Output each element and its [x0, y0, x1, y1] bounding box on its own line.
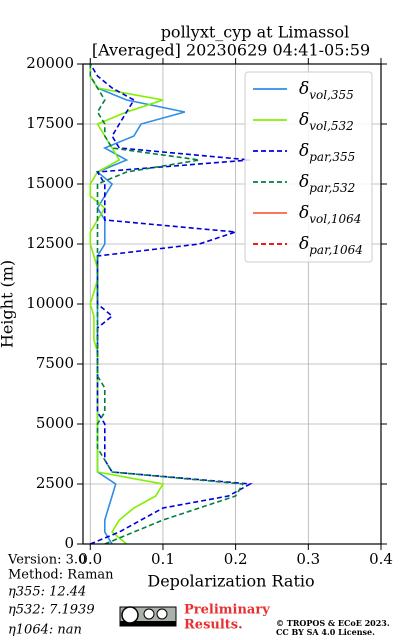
y-tick-label: 20000 — [26, 54, 74, 72]
y-tick-label: 10000 — [26, 294, 74, 312]
legend-label: δvol,532 — [299, 110, 354, 133]
y-tick-label: 12500 — [26, 234, 74, 252]
y-tick-label: 0 — [64, 534, 74, 552]
notice-line1: Preliminary — [184, 603, 270, 618]
legend-label: δpar,355 — [299, 141, 355, 164]
y-tick-label: 5000 — [36, 414, 74, 432]
legend-label: δpar,1064 — [299, 234, 363, 257]
y-tick-label: 7500 — [36, 354, 74, 372]
info-version: Version: 3.0 — [7, 553, 86, 568]
y-tick-label: 17500 — [26, 114, 74, 132]
x-tick-label: 0.4 — [369, 550, 393, 568]
x-axis-label: Depolarization Ratio — [147, 572, 314, 591]
y-tick-label: 2500 — [36, 474, 74, 492]
info-eta532: η532: 7.1939 — [8, 603, 95, 618]
copyright-line1: © TROPOS & ECoE 2023. — [276, 618, 390, 628]
x-tick-label: 0.2 — [224, 550, 248, 568]
plot-frame — [82, 63, 382, 545]
x-tick-label: 0.0 — [78, 550, 102, 568]
copyright-line2: CC BY SA 4.0 License. — [276, 627, 375, 637]
info-method: Method: Raman — [8, 568, 114, 583]
profile-line — [89, 64, 245, 544]
y-axis-label: Height (m) — [0, 260, 17, 348]
x-tick-label: 0.1 — [151, 550, 175, 568]
cc-logo — [119, 606, 177, 627]
legend-label: δpar,532 — [299, 172, 355, 195]
legend-label: δvol,1064 — [299, 203, 361, 226]
info: Version: 3.0 Method: Raman η355: 12.44 η… — [7, 553, 114, 638]
legend-label: δvol,355 — [299, 79, 354, 102]
info-eta1064: η1064: nan — [8, 623, 82, 638]
chart-title: pollyxt_cyp at Limassol — [161, 23, 350, 42]
y-tick-label: 15000 — [26, 174, 74, 192]
chart-subtitle: [Averaged] 20230629 04:41-05:59 — [92, 41, 370, 60]
info-eta355: η355: 12.44 — [8, 585, 86, 600]
notice-line2: Results. — [184, 618, 243, 633]
x-tick-label: 0.3 — [296, 550, 320, 568]
